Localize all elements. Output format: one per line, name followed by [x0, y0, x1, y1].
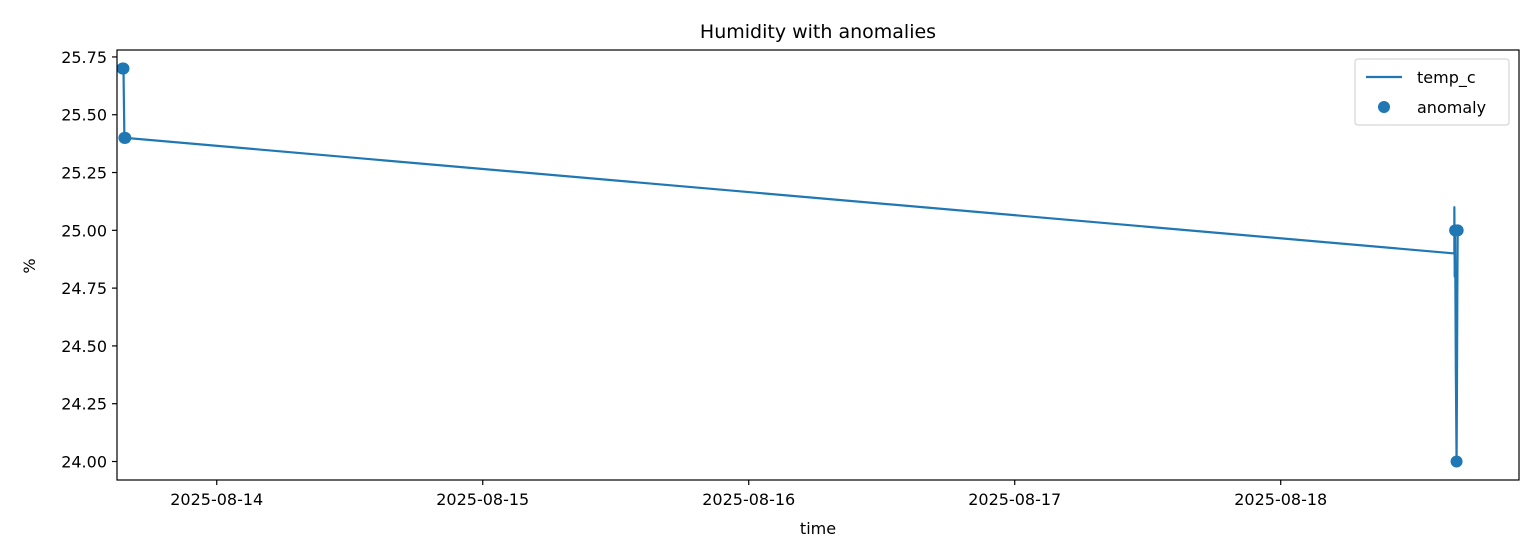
y-tick-label-0: 24.00 — [61, 453, 107, 472]
y-axis-label: % — [20, 258, 39, 273]
legend-label-temp-c: temp_c — [1417, 68, 1476, 88]
y-tick-label-1: 24.25 — [61, 395, 107, 414]
legend-marker-swatch — [1378, 101, 1390, 113]
anomaly-point-1 — [117, 62, 130, 75]
anomaly-point-5 — [1450, 455, 1463, 468]
y-tick-label-4: 25.00 — [61, 221, 107, 240]
plot-frame — [116, 49, 1520, 481]
legend-box — [1354, 58, 1510, 126]
legend-label-anomaly: anomaly — [1417, 98, 1486, 117]
x-tick-label-1: 2025-08-15 — [436, 490, 529, 509]
series-line-temp-c — [122, 67, 1459, 463]
y-tick-label-3: 24.75 — [61, 279, 107, 298]
x-tick-label-0: 2025-08-14 — [170, 490, 263, 509]
anomaly-point-3 — [119, 131, 132, 144]
legend: temp_c anomaly — [1354, 58, 1510, 126]
x-tick-label-2: 2025-08-16 — [702, 490, 795, 509]
y-tick-label-2: 24.50 — [61, 337, 107, 356]
x-tick-label-4: 2025-08-18 — [1234, 490, 1327, 509]
y-tick-label-6: 25.50 — [61, 106, 107, 125]
anomaly-point-6 — [1451, 224, 1464, 237]
chart-title: Humidity with anomalies — [700, 21, 936, 43]
y-tick-label-5: 25.25 — [61, 164, 107, 183]
x-axis-label: time — [800, 519, 836, 538]
y-tick-label-7: 25.75 — [61, 48, 107, 67]
x-tick-label-3: 2025-08-17 — [968, 490, 1061, 509]
